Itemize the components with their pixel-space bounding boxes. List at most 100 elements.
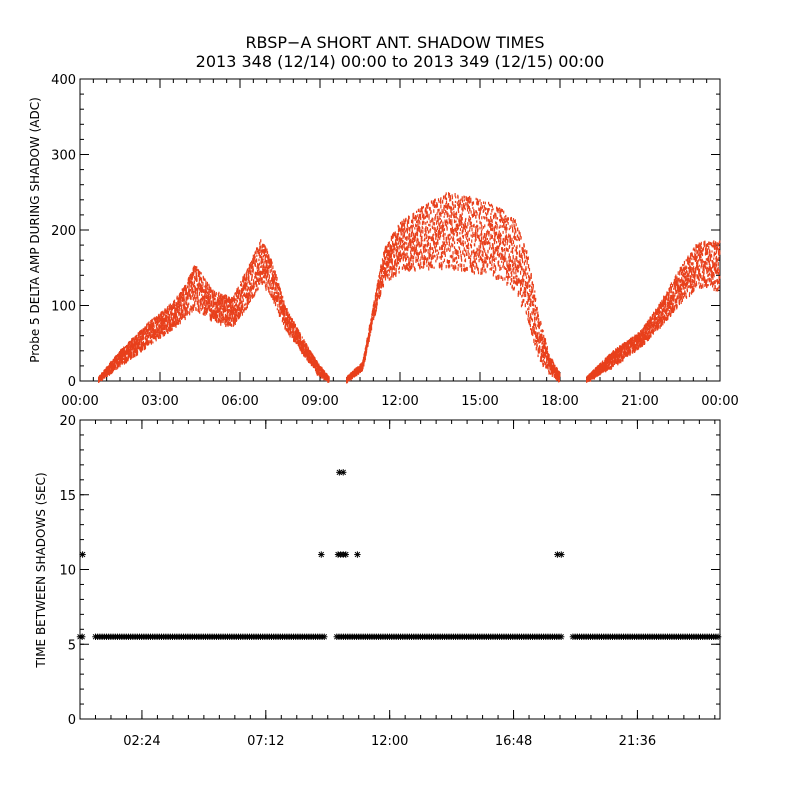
- delta-amp-point: [453, 267, 455, 271]
- delta-amp-point: [432, 202, 434, 206]
- delta-amp-point: [457, 227, 459, 230]
- delta-amp-point: [458, 223, 460, 227]
- delta-amp-point: [249, 270, 251, 273]
- delta-amp-point: [172, 319, 174, 323]
- delta-amp-point: [437, 238, 439, 242]
- delta-amp-point: [411, 233, 413, 237]
- delta-amp-point: [204, 312, 206, 316]
- delta-amp-point: [178, 311, 181, 315]
- delta-amp-point: [368, 336, 371, 339]
- delta-amp-point: [275, 297, 277, 301]
- delta-amp-point: [200, 300, 202, 305]
- delta-amp-point: [221, 302, 224, 305]
- delta-amp-point: [444, 232, 446, 236]
- delta-amp-point: [156, 316, 158, 319]
- delta-amp-point: [403, 264, 405, 267]
- delta-amp-point: [253, 282, 255, 286]
- delta-amp-point: [272, 296, 274, 301]
- delta-amp-point: [436, 203, 438, 208]
- delta-amp-point: [399, 250, 401, 253]
- delta-amp-point: [258, 252, 260, 256]
- delta-amp-point: [459, 263, 461, 268]
- delta-amp-point: [110, 370, 112, 375]
- delta-amp-point: [433, 222, 435, 226]
- delta-amp-point: [468, 252, 470, 256]
- delta-amp-point: [421, 222, 424, 225]
- delta-amp-point: [453, 237, 455, 242]
- delta-amp-point: [271, 294, 273, 297]
- delta-amp-point: [401, 248, 403, 251]
- delta-amp-point: [384, 249, 386, 254]
- delta-amp-point: [240, 299, 242, 304]
- delta-amp-point: [398, 256, 400, 261]
- delta-amp-point: [109, 368, 111, 371]
- delta-amp-point: [380, 276, 382, 280]
- delta-amp-point: [258, 279, 260, 283]
- delta-amp-point: [242, 289, 244, 294]
- delta-amp-point: [461, 242, 463, 246]
- delta-amp-point: [445, 194, 447, 197]
- delta-amp-point: [454, 220, 456, 223]
- delta-amp-point: [286, 320, 289, 323]
- delta-amp-point: [384, 276, 387, 281]
- delta-amp-point: [401, 223, 403, 226]
- delta-amp-point: [220, 293, 222, 298]
- delta-amp-point: [277, 297, 279, 302]
- delta-amp-point: [187, 303, 189, 308]
- delta-amp-point: [431, 225, 433, 228]
- delta-amp-point: [416, 243, 418, 247]
- delta-amp-point: [317, 372, 319, 375]
- delta-amp-point: [214, 309, 216, 312]
- delta-amp-point: [213, 290, 216, 294]
- delta-amp-point: [191, 306, 194, 310]
- delta-amp-point: [175, 314, 178, 318]
- delta-amp-point: [434, 198, 436, 202]
- delta-amp-point: [224, 306, 226, 309]
- delta-amp-point: [208, 291, 210, 296]
- delta-amp-point: [448, 233, 450, 237]
- delta-amp-point: [315, 363, 317, 367]
- delta-amp-point: [199, 275, 201, 279]
- delta-amp-point: [454, 204, 457, 208]
- delta-amp-point: [282, 317, 284, 321]
- delta-amp-point: [445, 192, 447, 195]
- delta-amp-point: [218, 319, 220, 322]
- delta-amp-point: [225, 310, 227, 313]
- delta-amp-point: [265, 247, 267, 251]
- delta-amp-point: [402, 256, 404, 260]
- delta-amp-point: [194, 301, 196, 305]
- delta-amp-point: [432, 204, 434, 207]
- delta-amp-point: [414, 268, 416, 272]
- delta-amp-point: [242, 295, 244, 299]
- delta-amp-point: [299, 335, 302, 340]
- delta-amp-point: [269, 265, 271, 268]
- delta-amp-point: [384, 256, 387, 261]
- delta-amp-point: [286, 312, 288, 316]
- delta-amp-point: [133, 350, 136, 353]
- delta-amp-point: [381, 268, 384, 272]
- delta-amp-point: [388, 262, 390, 265]
- delta-amp-point: [382, 265, 385, 269]
- delta-amp-point: [423, 250, 425, 254]
- delta-amp-point: [196, 290, 198, 295]
- delta-amp-point: [166, 314, 168, 319]
- delta-amp-point: [135, 339, 138, 344]
- delta-amp-point: [206, 309, 208, 313]
- delta-amp-point: [234, 320, 236, 323]
- delta-amp-point: [254, 263, 257, 267]
- delta-amp-point: [459, 202, 462, 205]
- delta-amp-point: [470, 234, 472, 237]
- delta-amp-point: [367, 343, 369, 347]
- delta-amp-point: [300, 338, 302, 342]
- delta-amp-point: [463, 247, 465, 252]
- delta-amp-point: [136, 344, 138, 349]
- delta-amp-point: [160, 322, 163, 326]
- delta-amp-point: [197, 287, 199, 291]
- delta-amp-point: [425, 221, 427, 225]
- delta-amp-point: [450, 254, 453, 259]
- delta-amp-point: [419, 230, 421, 233]
- delta-amp-point: [125, 355, 127, 359]
- delta-amp-point: [263, 269, 266, 272]
- delta-amp-point: [197, 296, 199, 301]
